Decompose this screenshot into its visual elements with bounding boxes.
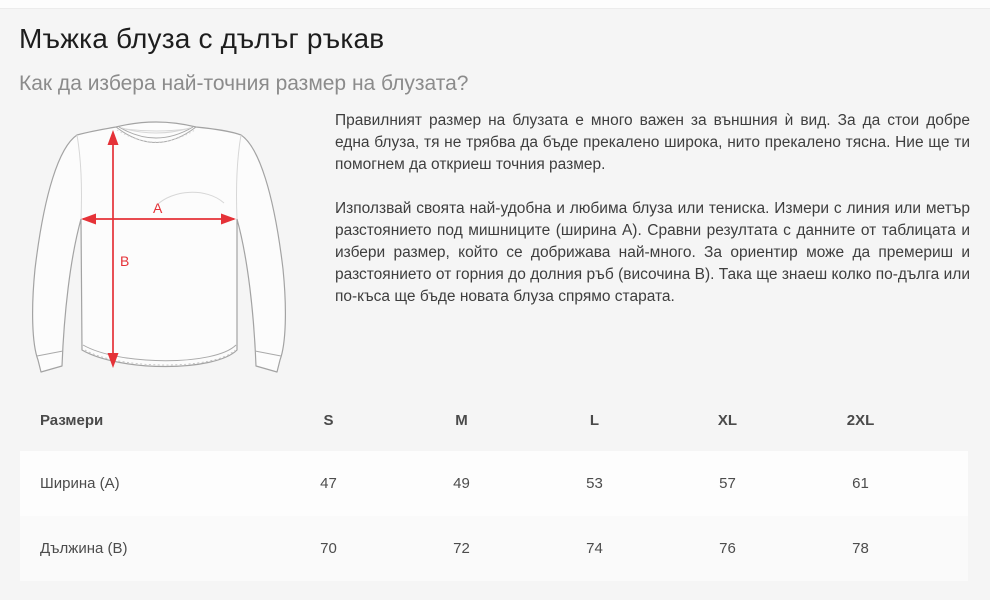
width-arrowhead-right bbox=[221, 213, 236, 225]
back-neck-line-2 bbox=[124, 128, 188, 132]
length-value-l: 74 bbox=[586, 540, 603, 557]
length-row-label: Дължина (В) bbox=[40, 540, 128, 557]
measurement-arrow-lines bbox=[83, 133, 234, 365]
right-cuff-line bbox=[254, 350, 282, 357]
width-arrowhead-left bbox=[81, 213, 96, 225]
width-value-2xl: 61 bbox=[852, 475, 869, 492]
size-table-header-row: Размери S M L XL 2XL bbox=[20, 389, 968, 451]
width-value-m: 49 bbox=[453, 475, 470, 492]
shirt-diagram-svg: A B bbox=[32, 121, 286, 373]
length-value-xl: 76 bbox=[719, 540, 736, 557]
length-value-2xl: 78 bbox=[852, 540, 869, 557]
page-title: Мъжка блуза с дълъг ръкав bbox=[19, 23, 385, 54]
length-value-m: 72 bbox=[453, 540, 470, 557]
intro-paragraph-2: Използвай своята най-удобна и любима блу… bbox=[335, 200, 970, 305]
length-arrowhead-bottom bbox=[107, 353, 119, 368]
size-column-header-s: S bbox=[323, 411, 334, 429]
content-row: A B Правилният размер на блузата е много… bbox=[0, 104, 990, 384]
left-armhole-seam bbox=[76, 134, 83, 220]
collar-inner-arc bbox=[118, 126, 194, 139]
measurement-arrow-heads bbox=[81, 130, 236, 368]
width-value-xl: 57 bbox=[719, 475, 736, 492]
shirt-measurement-diagram: A B bbox=[20, 104, 320, 384]
length-value-s: 70 bbox=[320, 540, 337, 557]
length-row: Дължина (В) 70 72 74 76 78 bbox=[20, 516, 968, 581]
shirt-outline bbox=[32, 121, 286, 373]
collar-ribbing bbox=[116, 129, 196, 143]
size-column-header-xl: XL bbox=[717, 411, 738, 429]
top-divider bbox=[0, 0, 990, 9]
length-label-b: B bbox=[120, 253, 129, 269]
size-table: Размери S M L XL 2XL Ширина (А) 47 49 53… bbox=[20, 389, 968, 581]
size-column-header-m: M bbox=[455, 411, 468, 429]
intro-paragraph-1: Правилният размер на блузата е много важ… bbox=[335, 112, 970, 173]
page-subtitle: Как да избера най-точния размер на блуза… bbox=[19, 72, 469, 95]
chest-wrinkle bbox=[156, 191, 225, 206]
width-row-label: Ширина (А) bbox=[40, 475, 120, 492]
size-column-header-l: L bbox=[589, 411, 600, 429]
collar-outer-arc bbox=[115, 126, 197, 143]
right-armhole-seam bbox=[235, 134, 242, 220]
width-row: Ширина (А) 47 49 53 57 61 bbox=[20, 451, 968, 516]
intro-text: Правилният размер на блузата е много важ… bbox=[335, 110, 970, 384]
size-table-header-label: Размери bbox=[40, 411, 104, 429]
width-value-l: 53 bbox=[586, 475, 603, 492]
width-label-a: A bbox=[153, 200, 163, 216]
hem-inner-line bbox=[82, 344, 237, 362]
measurement-labels: A B bbox=[120, 200, 163, 269]
size-column-header-2xl: 2XL bbox=[846, 411, 875, 429]
length-arrowhead-top bbox=[107, 130, 119, 145]
width-value-s: 47 bbox=[320, 475, 337, 492]
left-cuff-line bbox=[36, 350, 64, 357]
